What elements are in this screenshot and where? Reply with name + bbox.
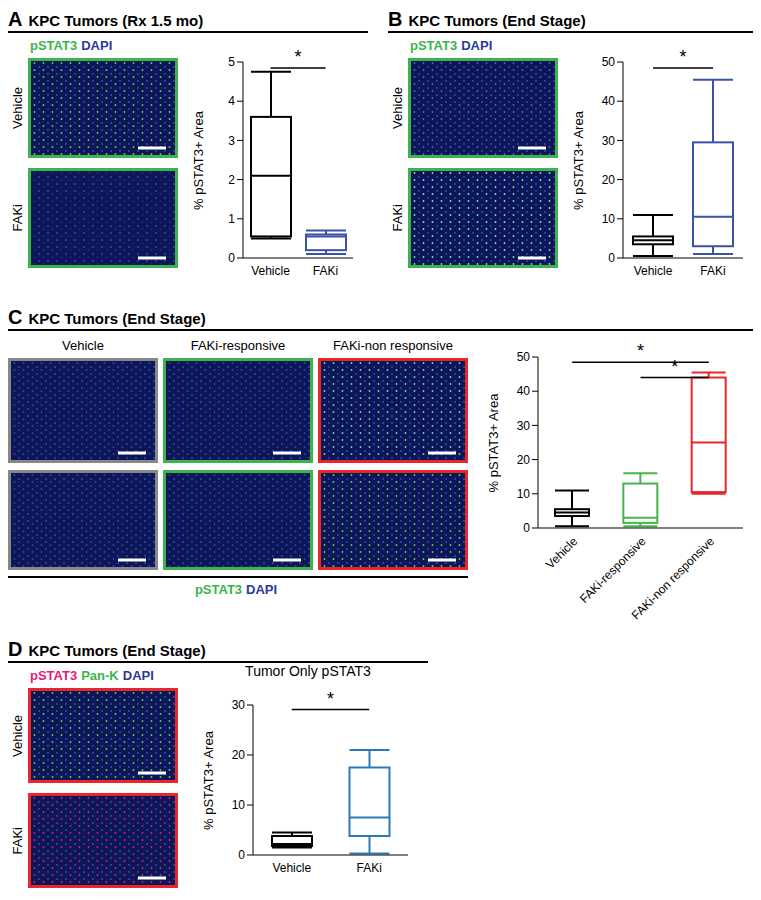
svg-text:40: 40 — [517, 384, 531, 398]
svg-text:*: * — [294, 47, 301, 67]
svg-text:20: 20 — [602, 173, 616, 187]
svg-text:3: 3 — [228, 134, 235, 148]
html-text:Vehicle: Vehicle — [62, 338, 104, 353]
html-text:D KPC Tumors (End Stage): D KPC Tumors (End Stage) — [8, 638, 206, 660]
html-text:Vehicle: Vehicle — [9, 87, 25, 129]
svg-text:% pSTAT3+ Area: % pSTAT3+ Area — [191, 110, 206, 210]
svg-text:*: * — [327, 689, 334, 709]
html-text:FAKi: FAKi — [9, 204, 25, 232]
svg-text:0: 0 — [608, 251, 615, 265]
svg-text:FAKi-non responsive: FAKi-non responsive — [629, 534, 717, 622]
svg-text:FAKi-responsive: FAKi-responsive — [577, 534, 649, 606]
svg-text:FAKi: FAKi — [313, 264, 338, 278]
svg-text:Vehicle: Vehicle — [272, 861, 311, 875]
svg-text:0: 0 — [523, 521, 530, 535]
html-text:FAKi-responsive: FAKi-responsive — [190, 338, 286, 353]
svg-text:40: 40 — [602, 94, 616, 108]
svg-text:10: 10 — [517, 487, 531, 501]
svg-text:FAKi: FAKi — [357, 861, 382, 875]
html-text:Tumor Only pSTAT3: Tumor Only pSTAT3 — [245, 663, 371, 679]
svg-text:% pSTAT3+ Area: % pSTAT3+ Area — [201, 730, 216, 830]
html-text:C KPC Tumors (End Stage): C KPC Tumors (End Stage) — [8, 306, 206, 328]
svg-text:Vehicle: Vehicle — [251, 264, 290, 278]
svg-text:50: 50 — [517, 350, 531, 364]
svg-text:4: 4 — [228, 94, 235, 108]
html-text:pSTAT3 DAPI: pSTAT3 DAPI — [194, 582, 278, 597]
svg-text:10: 10 — [232, 798, 246, 812]
svg-text:*: * — [679, 47, 686, 67]
html-text:FAKi: FAKi — [389, 204, 405, 232]
svg-text:0: 0 — [238, 848, 245, 862]
svg-text:20: 20 — [232, 748, 246, 762]
svg-text:10: 10 — [602, 212, 616, 226]
svg-text:0: 0 — [228, 251, 235, 265]
svg-text:% pSTAT3+ Area: % pSTAT3+ Area — [486, 393, 501, 493]
html-text:pSTAT3 Pan-K DAPI: pSTAT3 Pan-K DAPI — [30, 668, 154, 683]
svg-text:50: 50 — [602, 55, 616, 69]
svg-text:*: * — [671, 357, 678, 377]
svg-text:Vehicle: Vehicle — [634, 264, 673, 278]
svg-text:5: 5 — [228, 55, 235, 69]
svg-text:2: 2 — [228, 173, 235, 187]
svg-text:*: * — [637, 341, 644, 361]
html-text:Vehicle: Vehicle — [9, 714, 25, 757]
svg-text:30: 30 — [602, 134, 616, 148]
svg-text:30: 30 — [232, 698, 246, 712]
html-text:B KPC Tumors (End Stage): B KPC Tumors (End Stage) — [388, 8, 586, 30]
html-text:FAKi-non responsive: FAKi-non responsive — [333, 338, 453, 353]
html-text:pSTAT3 DAPI: pSTAT3 DAPI — [30, 38, 113, 53]
html-text:pSTAT3 DAPI: pSTAT3 DAPI — [410, 38, 493, 53]
html-text:FAKi: FAKi — [9, 826, 25, 855]
html-text:Vehicle: Vehicle — [389, 87, 405, 129]
svg-text:1: 1 — [228, 212, 235, 226]
svg-text:30: 30 — [517, 419, 531, 433]
svg-text:% pSTAT3+ Area: % pSTAT3+ Area — [571, 110, 586, 210]
svg-text:20: 20 — [517, 453, 531, 467]
svg-text:Vehicle: Vehicle — [543, 534, 580, 571]
svg-text:FAKi: FAKi — [700, 264, 725, 278]
html-text:A KPC Tumors (Rx 1.5 mo): A KPC Tumors (Rx 1.5 mo) — [8, 8, 204, 30]
